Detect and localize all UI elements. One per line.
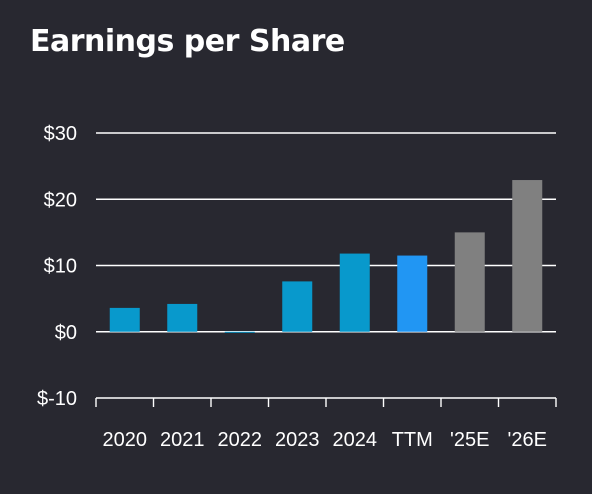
y-tick-label: $-10 bbox=[37, 388, 77, 410]
x-tick-label: '26E bbox=[508, 429, 547, 451]
x-tick-label: 2023 bbox=[275, 429, 320, 451]
gridlines bbox=[96, 132, 556, 333]
bar-TTM bbox=[397, 255, 428, 332]
x-tick-label: 2020 bbox=[103, 429, 148, 451]
tick-labels: $-10 $0 $10 $20 $30 2020 2021 2022 2023 2024 TTM '2… bbox=[37, 123, 547, 451]
x-axis bbox=[95, 397, 557, 407]
y-tick-label: $0 bbox=[55, 322, 77, 344]
bar-26E bbox=[512, 180, 543, 332]
x-tick-label: 2024 bbox=[333, 429, 378, 451]
bar-2020 bbox=[109, 307, 140, 332]
bar-2023 bbox=[282, 281, 313, 332]
bar-2021 bbox=[167, 303, 198, 332]
x-tick-label: '25E bbox=[450, 429, 489, 451]
bar-2024 bbox=[339, 253, 370, 332]
chart-title: Earnings per Share bbox=[30, 24, 345, 59]
x-tick-label: 2021 bbox=[160, 429, 205, 451]
x-tick-label: 2022 bbox=[218, 429, 263, 451]
bar-2022 bbox=[224, 331, 255, 333]
y-tick-label: $20 bbox=[44, 189, 77, 211]
y-tick-label: $30 bbox=[44, 123, 77, 145]
bars bbox=[109, 180, 543, 333]
x-tick-label: TTM bbox=[392, 429, 433, 451]
bar-25E bbox=[454, 232, 485, 332]
y-tick-label: $10 bbox=[44, 256, 77, 278]
